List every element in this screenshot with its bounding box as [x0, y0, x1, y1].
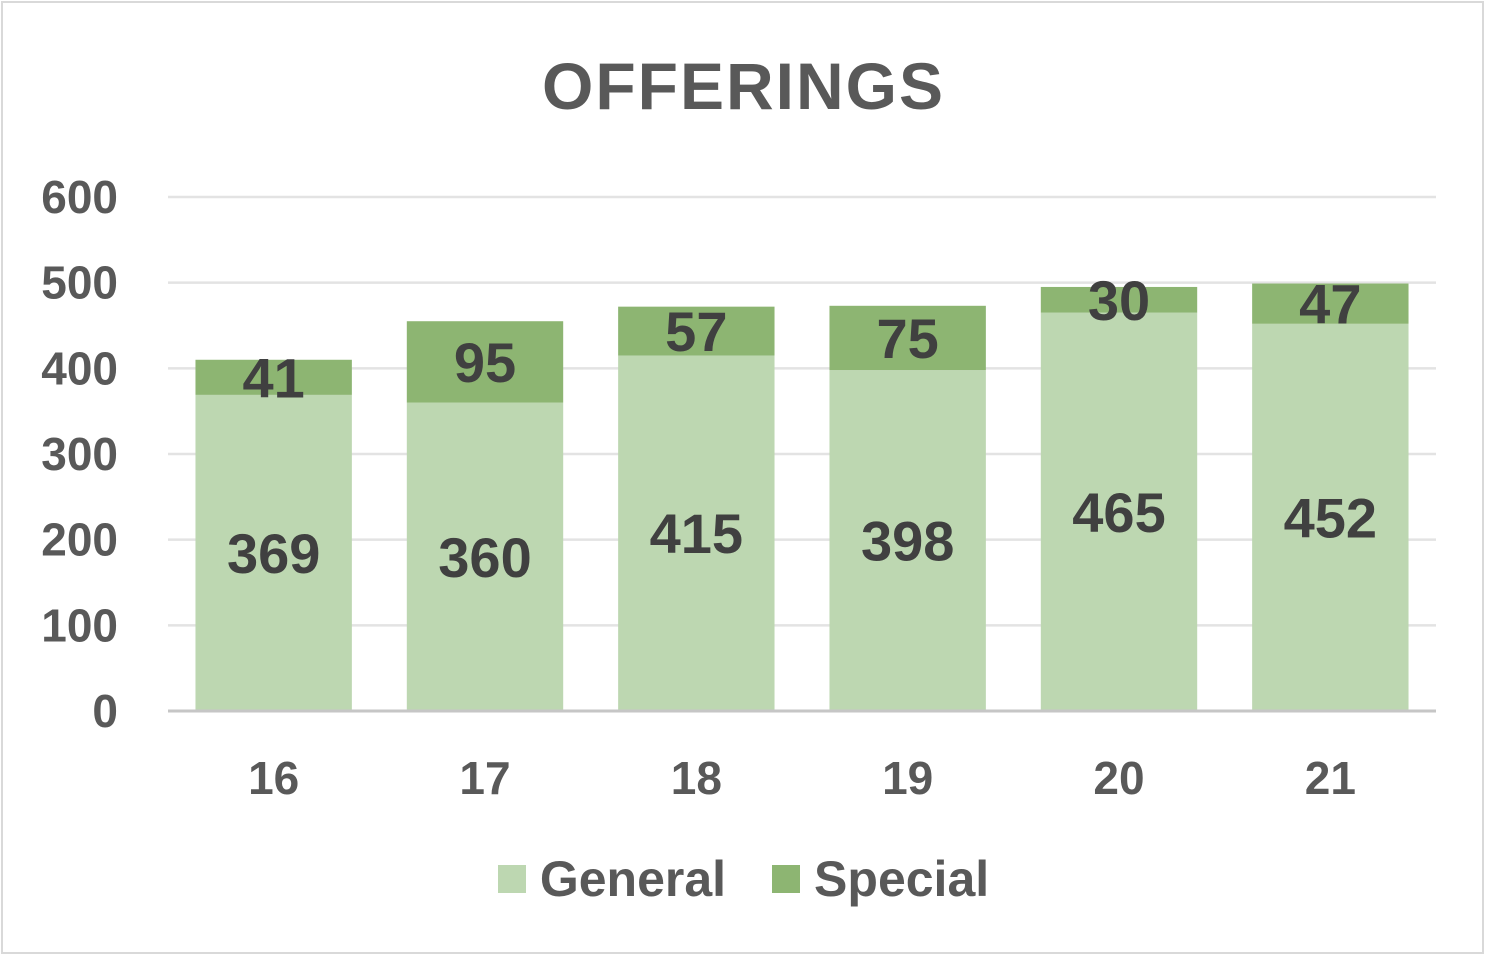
legend-swatch-general [497, 865, 526, 893]
bar-special-18 [618, 306, 775, 356]
bars [195, 283, 1409, 711]
y-tick-label: 100 [41, 599, 118, 651]
y-tick-label: 600 [41, 171, 118, 223]
data-label-special-18: 57 [665, 300, 727, 363]
data-label-general-16: 369 [227, 522, 320, 585]
data-label-general-19: 398 [861, 510, 954, 573]
bar-general-19 [829, 370, 986, 711]
legend-item-general: General [497, 850, 727, 908]
data-label-general-20: 465 [1072, 481, 1165, 544]
x-tick-label: 18 [671, 752, 722, 804]
bar-special-20 [1040, 286, 1198, 313]
data-label-special-21: 47 [1299, 273, 1361, 336]
x-tick-label: 21 [1305, 752, 1356, 804]
x-tick-label: 17 [459, 752, 510, 804]
bar-general-17 [406, 402, 564, 711]
y-tick-label: 200 [41, 514, 118, 566]
data-label-special-19: 75 [877, 307, 939, 370]
data-label-general-18: 415 [650, 502, 743, 565]
bar-general-18 [618, 355, 775, 711]
chart-title: OFFERINGS [541, 49, 945, 123]
data-label-special-16: 41 [243, 346, 305, 409]
y-tick-label: 400 [41, 342, 118, 394]
bar-general-16 [195, 394, 352, 711]
data-label-special-20: 30 [1088, 269, 1150, 332]
y-tick-label: 300 [41, 428, 118, 480]
x-tick-label: 19 [882, 752, 933, 804]
legend: General Special [0, 850, 1487, 908]
x-tick-label: 16 [248, 752, 299, 804]
data-label-special-17: 95 [454, 331, 516, 394]
bar-general-21 [1252, 323, 1409, 711]
gridlines [168, 195, 1436, 627]
legend-label-general: General [539, 851, 727, 907]
bar-special-17 [406, 321, 564, 403]
legend-label-special: Special [814, 851, 990, 907]
legend-item-special: Special [772, 850, 989, 908]
legend-swatch-special [772, 865, 801, 893]
axes: 0 100 200 300 400 500 600 16 17 18 19 20 21 [41, 171, 1436, 804]
data-label-general-17: 360 [438, 526, 531, 589]
bar-special-16 [195, 359, 352, 395]
data-labels: 369 41 360 95 415 57 398 75 465 30 452 47 [227, 269, 1377, 589]
y-tick-label: 0 [92, 685, 118, 737]
y-tick-label: 500 [41, 257, 118, 309]
bar-special-21 [1252, 283, 1409, 324]
data-label-general-21: 452 [1284, 486, 1377, 549]
bar-special-19 [829, 305, 986, 371]
x-tick-label: 20 [1093, 752, 1144, 804]
bar-general-20 [1040, 312, 1198, 711]
